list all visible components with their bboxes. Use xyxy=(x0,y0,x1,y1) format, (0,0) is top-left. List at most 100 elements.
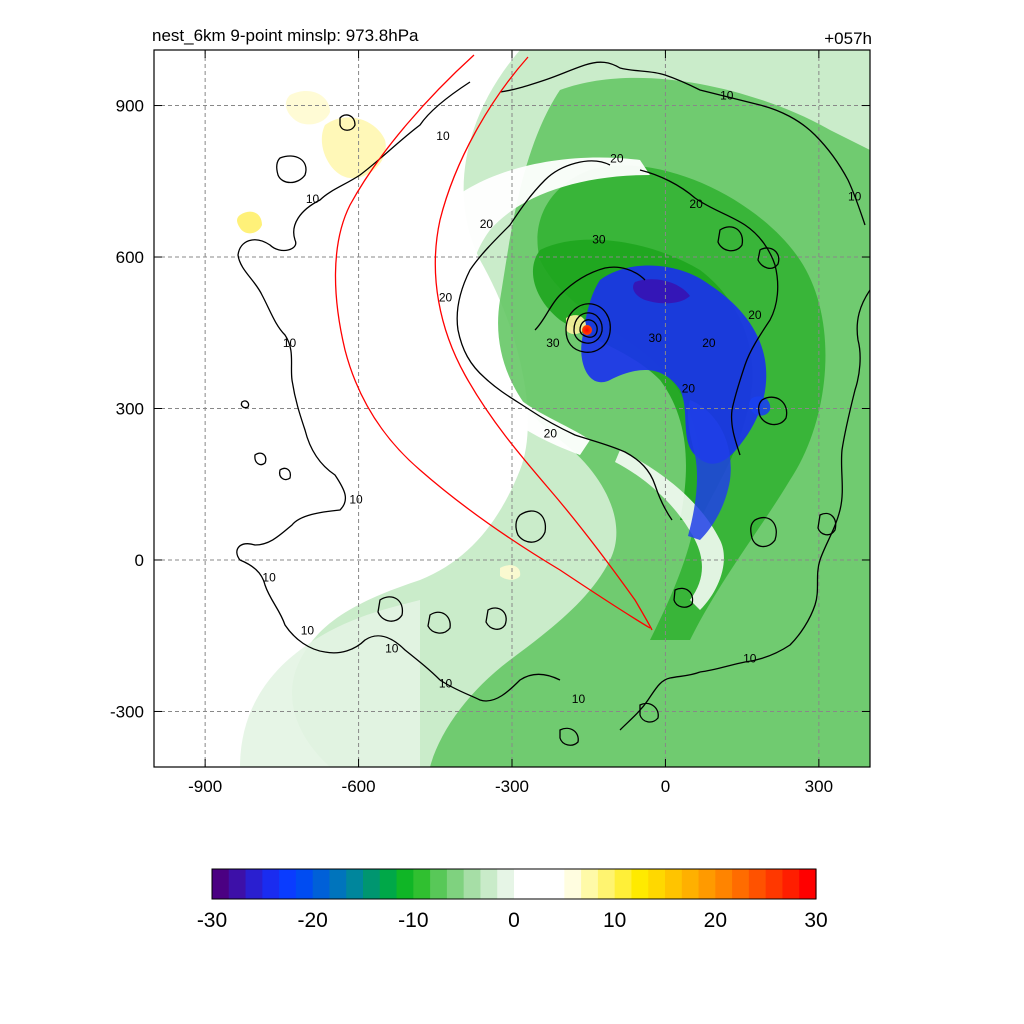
colorbar-cell-4 xyxy=(279,869,297,899)
contour-20-east xyxy=(639,169,779,456)
contour-label-20: 30 xyxy=(592,232,606,246)
contour-small-11 xyxy=(559,727,579,746)
contour-label-17: 20 xyxy=(702,336,716,350)
contour-label-1: 10 xyxy=(306,192,320,206)
colorbar-tick-label: 10 xyxy=(603,909,626,932)
contour-label-8: 10 xyxy=(572,692,586,706)
colorbar-cell-34 xyxy=(782,869,800,899)
contour-label-text: 20 xyxy=(702,336,716,350)
colorbar-tick-label: -20 xyxy=(297,909,327,932)
colorbar-cell-5 xyxy=(295,869,314,899)
colorbar-cell-13 xyxy=(430,869,448,899)
colorbar-ticks: -30 -20 -10 0 10 20 30 xyxy=(197,909,828,932)
shade-indigo-patch xyxy=(633,279,690,304)
red-line-outer xyxy=(334,54,651,629)
colorbar-cell-31 xyxy=(732,869,750,899)
contour-small-3 xyxy=(254,452,267,466)
contour-label-text: 10 xyxy=(301,624,315,638)
contour-small-16 xyxy=(757,247,780,270)
contour-label-text: 30 xyxy=(649,331,663,345)
contour-label-text: 10 xyxy=(743,651,757,665)
contour-small-12 xyxy=(377,596,404,622)
contour-small-2 xyxy=(276,155,307,184)
plot-area: 10 10 10 10 10 10 10 10 10 10 10 10 20 20 20 20 20 20 20 20… xyxy=(110,49,871,796)
colorbar-tick-label: 0 xyxy=(508,909,520,932)
colorbar-cell-18 xyxy=(514,869,532,899)
contour-label-22: 30 xyxy=(649,331,663,345)
colorbar-cell-28 xyxy=(681,869,700,899)
y-tick-label: 600 xyxy=(116,248,144,267)
contour-label-text: 20 xyxy=(480,217,494,231)
colorbar-cell-0 xyxy=(212,869,230,899)
colorbar-cell-2 xyxy=(245,869,263,899)
x-tick-label: 300 xyxy=(805,777,833,796)
contour-10-south xyxy=(619,671,701,731)
colorbar-cell-8 xyxy=(346,869,364,899)
contour-label-12: 20 xyxy=(610,152,624,166)
title-left: nest_6km 9-point minslp: 973.8hPa xyxy=(152,26,419,45)
contour-label-text: 10 xyxy=(848,189,862,203)
colorbar-tick-label: -10 xyxy=(398,909,428,932)
contour-small-8 xyxy=(817,512,837,536)
contour-10-north xyxy=(499,61,866,226)
y-tick-label: -300 xyxy=(110,702,144,721)
contour-label-15: 20 xyxy=(439,290,453,304)
contour-small-7 xyxy=(750,516,777,548)
contour-label-14: 20 xyxy=(480,217,494,231)
contour-label-text: 10 xyxy=(572,692,586,706)
colorbar-cell-35 xyxy=(799,869,817,899)
colorbar-cell-23 xyxy=(597,869,616,899)
colorbar-cell-14 xyxy=(446,869,465,899)
colorbar-cells xyxy=(212,869,817,899)
colorbar-cell-29 xyxy=(698,869,716,899)
colorbar-tick-label: 30 xyxy=(804,909,827,932)
shade-blue-band-south xyxy=(687,400,731,540)
colorbar-cell-9 xyxy=(363,869,381,899)
y-tick-label: 300 xyxy=(116,400,144,419)
contour-label-text: 10 xyxy=(720,88,734,102)
colorbar: -30 -20 -10 0 10 20 30 xyxy=(197,868,828,932)
colorbar-cell-20 xyxy=(547,869,565,899)
contour-small-9 xyxy=(639,702,659,723)
contour-label-text: 20 xyxy=(689,197,703,211)
colorbar-cell-21 xyxy=(564,869,582,899)
red-bound-lines xyxy=(334,54,653,631)
black-contours xyxy=(236,61,870,746)
colorbar-cell-26 xyxy=(648,869,666,899)
colorbar-cell-15 xyxy=(463,869,482,899)
red-line-inner xyxy=(434,56,653,631)
y-tick-label: 900 xyxy=(116,97,144,116)
contour-label-text: 20 xyxy=(682,381,696,395)
contour-30 xyxy=(534,266,646,331)
x-tick-label: 0 xyxy=(661,777,670,796)
colorbar-tick-label: 20 xyxy=(704,909,727,932)
storm-center-marker xyxy=(582,325,592,335)
colorbar-cell-11 xyxy=(396,869,414,899)
shade-yellow-eye xyxy=(566,315,586,335)
shade-yellow-north xyxy=(321,117,386,179)
shade-blue-core xyxy=(581,265,767,464)
contour-small-5 xyxy=(279,467,292,481)
colorbar-cell-24 xyxy=(614,869,633,899)
colorbar-cell-27 xyxy=(665,869,683,899)
contour-label-text: 10 xyxy=(262,571,276,585)
contour-label-text: 20 xyxy=(748,308,762,322)
colorbar-cell-6 xyxy=(312,869,331,899)
shade-yellow-north-2 xyxy=(285,91,330,125)
colorbar-cell-33 xyxy=(765,869,784,899)
contour-label-16: 20 xyxy=(748,308,762,322)
contour-label-4: 10 xyxy=(262,571,276,585)
colorbar-cell-7 xyxy=(329,869,347,899)
contour-labels: 10 10 10 10 10 10 10 10 10 10 10 10 20 20 20 20 20 20 20 20… xyxy=(262,88,862,706)
shade-yellow-west xyxy=(237,211,262,234)
contour-label-text: 30 xyxy=(592,232,606,246)
shade-white-gap-west xyxy=(436,157,650,455)
colorbar-cell-3 xyxy=(262,869,280,899)
contour-label-11: 10 xyxy=(743,651,757,665)
y-tick-label: 0 xyxy=(135,551,144,570)
contour-label-text: 20 xyxy=(544,427,558,441)
colorbar-cell-10 xyxy=(379,869,398,899)
contour-10-east xyxy=(699,289,870,673)
contour-label-text: 20 xyxy=(439,290,453,304)
